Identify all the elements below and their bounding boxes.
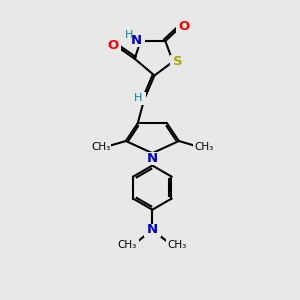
Text: N: N: [147, 223, 158, 236]
FancyBboxPatch shape: [105, 39, 122, 52]
FancyBboxPatch shape: [128, 34, 145, 47]
FancyBboxPatch shape: [166, 238, 189, 251]
Text: N: N: [131, 34, 142, 47]
Text: O: O: [108, 39, 119, 52]
Text: N: N: [147, 152, 158, 165]
Text: CH₃: CH₃: [92, 142, 111, 152]
Text: CH₃: CH₃: [118, 240, 137, 250]
Text: H: H: [125, 30, 134, 40]
Text: S: S: [173, 55, 183, 68]
FancyBboxPatch shape: [129, 92, 146, 105]
FancyBboxPatch shape: [170, 55, 187, 68]
FancyBboxPatch shape: [144, 224, 160, 237]
Text: CH₃: CH₃: [168, 240, 187, 250]
FancyBboxPatch shape: [116, 238, 139, 251]
FancyBboxPatch shape: [176, 20, 192, 33]
Text: CH₃: CH₃: [194, 142, 213, 152]
FancyBboxPatch shape: [144, 152, 160, 165]
FancyBboxPatch shape: [91, 140, 111, 153]
Text: O: O: [178, 20, 190, 33]
Text: H: H: [134, 94, 142, 103]
FancyBboxPatch shape: [193, 140, 214, 153]
